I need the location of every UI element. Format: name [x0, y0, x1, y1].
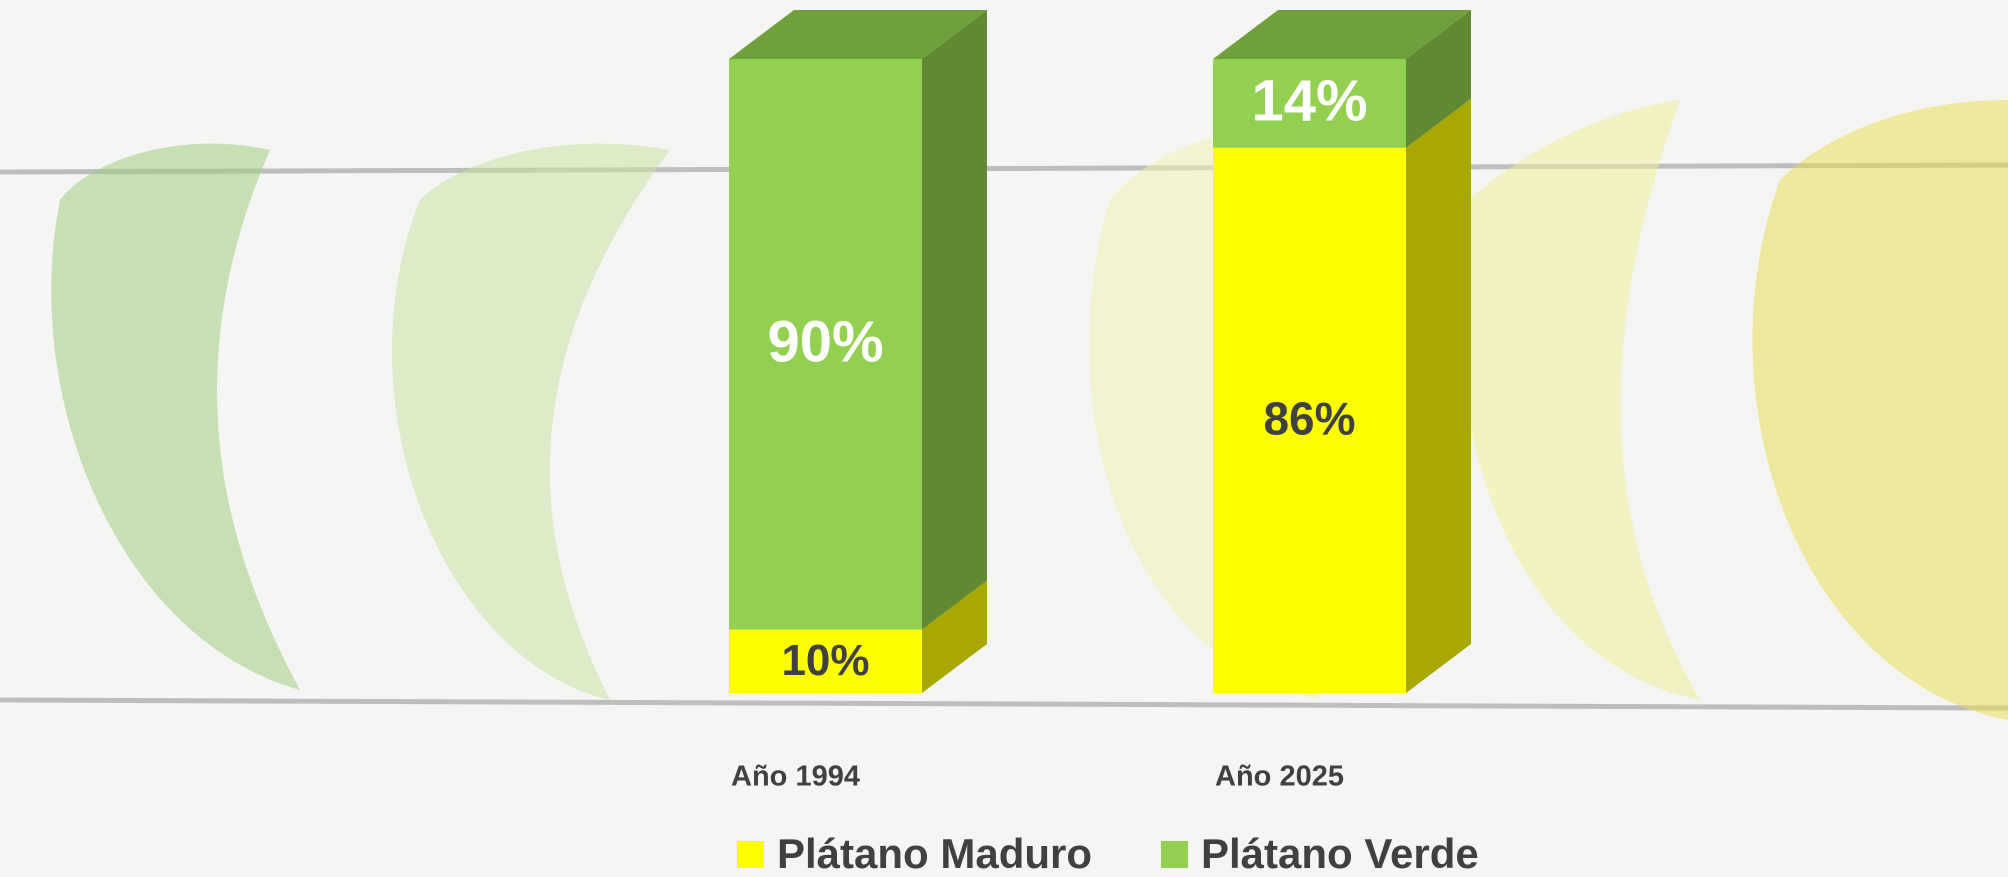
- x-tick-label: Año 1994: [731, 761, 860, 793]
- value-label: 14%: [1251, 69, 1367, 134]
- bar-side: [922, 10, 987, 630]
- x-tick-label: Año 2025: [1215, 761, 1344, 793]
- bar: [729, 59, 922, 630]
- bar: [1213, 59, 1406, 148]
- banana-decoration: [51, 100, 2008, 720]
- plank-line: [0, 162, 2008, 175]
- value-label: 90%: [767, 310, 883, 375]
- bar-side: [1406, 10, 1471, 148]
- plot-area: 10% 90% Año 1994 86% 14% Año 2025 Plátano Madu…: [729, 10, 1479, 877]
- bar-side: [922, 580, 987, 693]
- bar: [1213, 147, 1406, 693]
- plank-line: [0, 697, 2008, 711]
- legend-label: Plátano Maduro: [777, 830, 1092, 877]
- bar-top: [1213, 10, 1471, 59]
- value-label: 86%: [1263, 393, 1355, 445]
- legend-swatch: [1161, 841, 1188, 868]
- legend-label: Plátano Verde: [1201, 830, 1479, 877]
- bar-top: [729, 10, 987, 59]
- value-label: 10%: [781, 636, 869, 685]
- bar: [729, 629, 922, 693]
- legend-swatch: [737, 841, 764, 868]
- bar-side: [1406, 98, 1471, 693]
